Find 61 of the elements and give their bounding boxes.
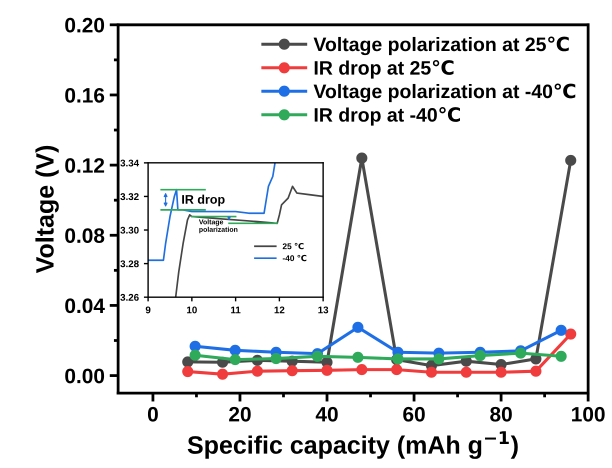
point (565, 154, 576, 166)
legend-label: Voltage polarization at -40℃ (314, 83, 576, 102)
point (190, 350, 201, 361)
x-tick-label: 80 (490, 406, 512, 422)
point (270, 353, 282, 364)
x-tick-label: 40 (316, 406, 338, 422)
legend-label: Voltage polarization at 25℃ (314, 36, 569, 56)
y-tick-label: 0.04 (65, 298, 105, 314)
line-series (148, 162, 276, 262)
y-tick-label: 0.16 (65, 88, 104, 103)
x-tick-label: 12 (274, 306, 284, 314)
y-tick-label: 0.00 (65, 368, 104, 384)
point (460, 366, 472, 378)
point (356, 152, 368, 164)
y-tick-label: 0.08 (65, 228, 104, 244)
point (433, 353, 444, 364)
point (391, 364, 402, 376)
legend-label: IR drop at 25℃ (314, 60, 454, 79)
point (252, 366, 263, 377)
x-tick-label: 11 (231, 306, 240, 314)
point (356, 364, 368, 376)
legend-label: IR drop at -40℃ (314, 107, 460, 126)
x-tick-label: 0 (148, 406, 158, 422)
point (217, 368, 228, 380)
y-tick-label: 3.28 (120, 260, 139, 268)
y-tick-label: 0.12 (65, 158, 104, 173)
point (312, 350, 323, 362)
x-tick-label: 100 (572, 406, 605, 422)
point (556, 324, 567, 336)
point (352, 352, 364, 363)
point (352, 322, 364, 333)
annotation: IR drop (182, 194, 225, 206)
y-tick-label: 3.34 (120, 160, 140, 166)
x-tick-label: 20 (229, 406, 251, 422)
point (530, 366, 542, 377)
point (496, 366, 507, 378)
point (565, 328, 576, 340)
y-tick-label: 0.20 (65, 18, 104, 33)
point (230, 344, 241, 356)
point (515, 348, 526, 359)
point (426, 366, 438, 378)
point (190, 340, 201, 352)
point (182, 356, 194, 368)
x-tick-label: 60 (403, 406, 425, 422)
point (474, 350, 486, 362)
x-axis-title: Specific capacity (mAh g$^{−1}$) (188, 431, 518, 459)
x-tick-label: 10 (187, 306, 197, 314)
point (182, 366, 194, 378)
point (286, 365, 298, 376)
y-tick-label: 3.30 (120, 226, 139, 234)
legend-label: -40 ℃ (282, 254, 306, 262)
x-tick-label: 13 (318, 306, 328, 314)
point (556, 350, 567, 362)
legend-label: 25 ℃ (282, 242, 304, 250)
y-tick-label: 3.26 (120, 294, 139, 301)
point (230, 354, 241, 366)
point (321, 364, 333, 376)
x-tick-label: 9 (146, 306, 150, 314)
y-axis-title: Voltage (V) (35, 146, 59, 274)
line-series (174, 186, 324, 298)
y-tick-label: 3.32 (120, 193, 139, 200)
